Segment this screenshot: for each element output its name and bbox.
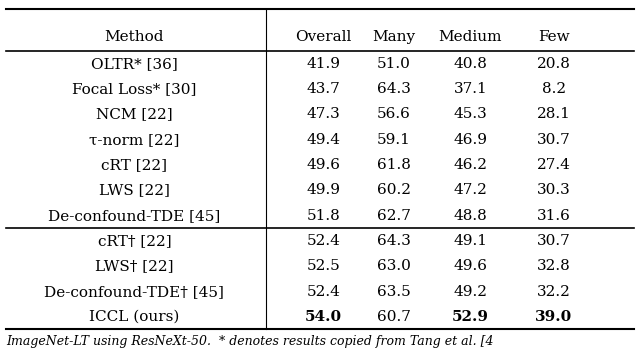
Text: De-confound-TDE [45]: De-confound-TDE [45] [48,209,221,223]
Text: 32.8: 32.8 [537,259,570,274]
Text: 49.4: 49.4 [306,133,340,147]
Text: 49.2: 49.2 [453,285,488,299]
Text: τ-norm [22]: τ-norm [22] [89,133,180,147]
Text: 39.0: 39.0 [535,310,572,324]
Text: 60.7: 60.7 [377,310,410,324]
Text: 49.9: 49.9 [306,183,340,197]
Text: 30.3: 30.3 [537,183,570,197]
Text: ICCL (ours): ICCL (ours) [89,310,180,324]
Text: 49.6: 49.6 [306,158,340,172]
Text: 46.9: 46.9 [453,133,488,147]
Text: 47.3: 47.3 [307,107,340,121]
Text: Many: Many [372,30,415,44]
Text: Focal Loss* [30]: Focal Loss* [30] [72,82,196,96]
Text: 20.8: 20.8 [537,57,570,71]
Text: 49.1: 49.1 [453,234,488,248]
Text: 8.2: 8.2 [541,82,566,96]
Text: OLTR* [36]: OLTR* [36] [91,57,178,71]
Text: 37.1: 37.1 [454,82,487,96]
Text: 54.0: 54.0 [305,310,342,324]
Text: 51.8: 51.8 [307,209,340,223]
Text: 59.1: 59.1 [377,133,410,147]
Text: De-confound-TDE† [45]: De-confound-TDE† [45] [44,285,225,299]
Text: 60.2: 60.2 [376,183,411,197]
Text: Overall: Overall [295,30,351,44]
Text: Medium: Medium [438,30,502,44]
Text: 52.4: 52.4 [307,234,340,248]
Text: 51.0: 51.0 [377,57,410,71]
Text: 30.7: 30.7 [537,133,570,147]
Text: 27.4: 27.4 [537,158,570,172]
Text: 62.7: 62.7 [377,209,410,223]
Text: 41.9: 41.9 [306,57,340,71]
Text: 64.3: 64.3 [377,82,410,96]
Text: 49.6: 49.6 [453,259,488,274]
Text: Few: Few [538,30,570,44]
Text: ImageNet-LT using ResNeXt-50.  * denotes results copied from Tang et al. [4: ImageNet-LT using ResNeXt-50. * denotes … [6,335,494,348]
Text: 61.8: 61.8 [377,158,410,172]
Text: 48.8: 48.8 [454,209,487,223]
Text: 64.3: 64.3 [377,234,410,248]
Text: 52.9: 52.9 [452,310,489,324]
Text: 63.5: 63.5 [377,285,410,299]
Text: 40.8: 40.8 [454,57,487,71]
Text: 31.6: 31.6 [537,209,570,223]
Text: 52.4: 52.4 [307,285,340,299]
Text: 28.1: 28.1 [537,107,570,121]
Text: 47.2: 47.2 [454,183,487,197]
Text: cRT [22]: cRT [22] [101,158,168,172]
Text: 46.2: 46.2 [453,158,488,172]
Text: LWS† [22]: LWS† [22] [95,259,173,274]
Text: 45.3: 45.3 [454,107,487,121]
Text: NCM [22]: NCM [22] [96,107,173,121]
Text: 43.7: 43.7 [307,82,340,96]
Text: cRT† [22]: cRT† [22] [97,234,172,248]
Text: 63.0: 63.0 [377,259,410,274]
Text: 56.6: 56.6 [377,107,410,121]
Text: 52.5: 52.5 [307,259,340,274]
Text: 32.2: 32.2 [537,285,570,299]
Text: LWS [22]: LWS [22] [99,183,170,197]
Text: 30.7: 30.7 [537,234,570,248]
Text: Method: Method [105,30,164,44]
